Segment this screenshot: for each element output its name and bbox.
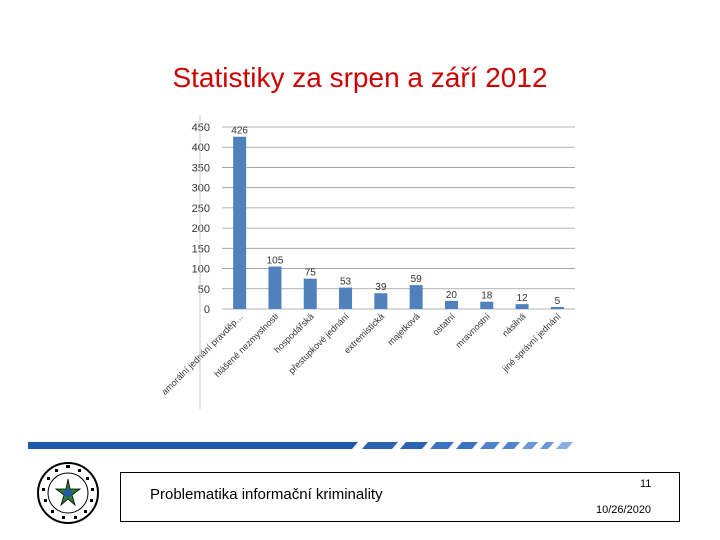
data-label: 75 [305,268,317,279]
y-tick-label: 50 [198,284,210,296]
x-tick-label: ostatní [431,311,458,338]
slide-date: 10/26/2020 [596,504,652,516]
y-tick-label: 100 [192,264,210,276]
x-axis-labels: amorální jednání pravděp…hlášené nezmysl… [159,311,563,397]
data-label: 105 [267,256,284,267]
data-label: 59 [411,274,423,285]
data-label: 18 [481,291,493,302]
x-tick-label: majetková [385,311,421,347]
bar [409,285,423,309]
data-label: 426 [231,126,248,137]
y-tick-label: 400 [192,142,210,154]
y-tick-label: 250 [192,203,210,215]
bar-chart: 0 50 100 150 200 250 300 350 400 450 426 105 75 53 39… [159,115,575,409]
police-seal-icon [37,462,99,524]
x-tick-label: mravnostní [454,311,493,350]
bar [444,300,458,309]
y-tick-label: 350 [192,162,210,174]
data-label: 12 [516,293,528,304]
x-tick-label: přestupkové jednání [287,311,352,376]
y-axis-ticks: 0 50 100 150 200 250 300 350 400 450 [192,122,210,316]
footer-box [120,472,680,522]
y-tick-label: 0 [204,304,210,316]
data-label: 53 [340,277,352,288]
bar [374,293,388,309]
bar [268,266,282,309]
data-label: 39 [375,282,387,293]
y-tick-label: 200 [192,223,210,235]
x-tick-label: hlášené nezmyslnosti [212,311,280,379]
bar [233,136,247,309]
data-labels: 426 105 75 53 39 59 20 18 12 5 [231,126,560,307]
x-tick-label: násilná [500,311,527,338]
bar [303,278,317,309]
bar [550,306,564,309]
data-label: 20 [446,290,458,301]
x-tick-label: jiné správní jednání [500,311,563,374]
y-tick-label: 300 [192,183,210,195]
decorative-stripe [28,442,573,449]
page-number: 11 [640,478,652,490]
slide-title: Statistiky za srpen a září 2012 [172,62,548,93]
bar [515,304,529,309]
bar [480,301,494,309]
y-tick-label: 150 [192,243,210,255]
bar [339,287,353,309]
data-label: 5 [555,296,561,307]
chart-bars [233,136,564,309]
y-tick-label: 450 [192,122,210,134]
footer-text: Problematika informační kriminality [150,486,383,503]
